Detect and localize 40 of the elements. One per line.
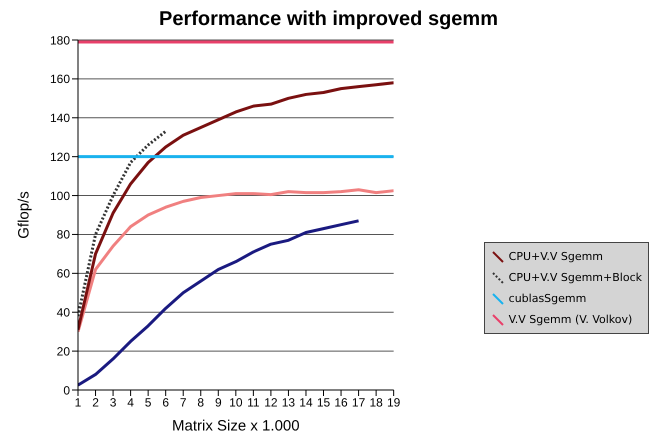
line-series xyxy=(78,188,394,334)
y-tick-label: 180 xyxy=(50,33,70,48)
x-tick-label: 1 xyxy=(74,396,82,410)
x-tick-label: 4 xyxy=(127,396,134,410)
y-axis-title: Gflop/s xyxy=(15,191,32,239)
x-tick-label: 2 xyxy=(92,396,100,410)
y-tick-label: 80 xyxy=(56,228,70,242)
x-tick-label: 8 xyxy=(197,396,204,410)
x-tick-label: 14 xyxy=(299,396,313,410)
x-tick-label: 16 xyxy=(334,396,348,410)
x-tick-label: 15 xyxy=(316,396,331,410)
legend-label: CPU+V.V Sgemm+Block xyxy=(508,271,642,284)
legend-label: V.V Sgemm (V. Volkov) xyxy=(508,313,632,326)
y-tick-label: 60 xyxy=(56,266,70,281)
x-tick-label: 6 xyxy=(162,396,170,410)
chart-title: Performance with improved sgemm xyxy=(158,8,499,32)
x-tick-label: 11 xyxy=(247,396,260,410)
x-tick-label: 10 xyxy=(229,396,243,410)
legend-label: CPU+V.V Sgemm xyxy=(508,250,604,263)
x-tick-label: 9 xyxy=(214,396,222,410)
y-tick-label: 160 xyxy=(50,72,70,86)
y-tick-label: 20 xyxy=(56,344,70,358)
line-series xyxy=(78,219,360,387)
y-tick-label: 120 xyxy=(50,150,70,164)
x-tick-label: 19 xyxy=(386,396,401,410)
y-tick-label: 0 xyxy=(63,383,70,398)
x-tick-label: 7 xyxy=(180,396,187,410)
legend-label: cublasSgemm xyxy=(508,292,586,305)
line-series xyxy=(78,81,394,332)
x-axis-title: Matrix Size x 1.000 xyxy=(172,418,300,435)
y-tick-label: 40 xyxy=(56,305,70,320)
x-tick-label: 12 xyxy=(264,396,278,410)
x-tick-label: 13 xyxy=(282,396,296,410)
x-tick-label: 18 xyxy=(369,396,384,410)
y-tick-label: 140 xyxy=(50,111,70,126)
line-series xyxy=(78,130,168,318)
x-tick-label: 5 xyxy=(144,396,152,410)
y-tick-label: 100 xyxy=(50,188,70,203)
x-tick-label: 3 xyxy=(110,396,117,410)
x-tick-label: 17 xyxy=(352,396,366,410)
